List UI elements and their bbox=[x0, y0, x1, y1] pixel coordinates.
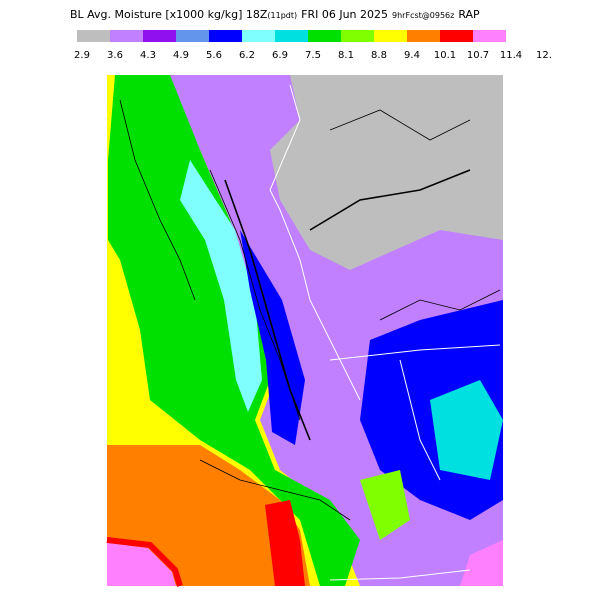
contour bbox=[119, 99, 196, 301]
legend-label: 11.4 bbox=[500, 50, 522, 61]
state-border bbox=[399, 359, 441, 481]
legend-swatch bbox=[209, 30, 242, 42]
region-cyan bbox=[180, 160, 262, 412]
legend-swatch bbox=[407, 30, 440, 42]
legend-label: 6.9 bbox=[272, 50, 288, 61]
region-cyan-se bbox=[430, 380, 503, 480]
legend-label: 8.1 bbox=[338, 50, 354, 61]
contour bbox=[199, 459, 351, 521]
map bbox=[106, 75, 503, 587]
legend-swatch bbox=[473, 30, 506, 42]
legend-label: 4.9 bbox=[173, 50, 189, 61]
legend-swatch bbox=[110, 30, 143, 42]
title: BL Avg. Moisture [x1000 kg/kg] 18Z(11pdt… bbox=[70, 8, 480, 21]
title-main: BL Avg. Moisture [x1000 kg/kg] 18Z bbox=[70, 8, 268, 21]
date: FRI 06 Jun 2025 bbox=[301, 8, 388, 21]
legend-swatch bbox=[143, 30, 176, 42]
contour bbox=[379, 289, 501, 321]
region-blue-strip bbox=[240, 230, 305, 445]
local-time: (11pdt) bbox=[267, 11, 297, 20]
legend-swatch bbox=[242, 30, 275, 42]
legend-swatch bbox=[176, 30, 209, 42]
region-red bbox=[106, 537, 183, 587]
legend-label: 9.4 bbox=[404, 50, 420, 61]
legend-label: 10.1 bbox=[434, 50, 456, 61]
state-border bbox=[329, 344, 501, 361]
region-pink-se bbox=[460, 540, 503, 586]
contour bbox=[309, 169, 471, 231]
legend-swatch bbox=[275, 30, 308, 42]
region-lightgreen bbox=[360, 470, 410, 540]
legend-swatch bbox=[440, 30, 473, 42]
legend-label: 4.3 bbox=[140, 50, 156, 61]
forecast: 9hrFcst@0956z bbox=[392, 11, 454, 20]
state-border bbox=[329, 569, 471, 581]
legend-swatch bbox=[341, 30, 374, 42]
legend-label: 2.9 bbox=[74, 50, 90, 61]
legend-label: 6.2 bbox=[239, 50, 255, 61]
model: RAP bbox=[458, 8, 480, 21]
legend-label: 5.6 bbox=[206, 50, 222, 61]
contour bbox=[224, 179, 311, 441]
legend-label: 3.6 bbox=[107, 50, 123, 61]
legend-swatch bbox=[77, 30, 110, 42]
legend-label: 7.5 bbox=[305, 50, 321, 61]
legend: 2.9 3.6 4.3 4.9 5.6 6.2 6.9 7.5 8.1 8.8 9.4 10.1 10.… bbox=[74, 30, 552, 61]
region-red-2 bbox=[265, 500, 305, 586]
legend-label: 10.7 bbox=[467, 50, 489, 61]
legend-label: 8.8 bbox=[371, 50, 387, 61]
legend-label: 12. bbox=[536, 50, 552, 61]
state-border bbox=[269, 84, 361, 401]
legend-swatch bbox=[374, 30, 407, 42]
region-gray bbox=[270, 75, 503, 270]
region-pink bbox=[107, 543, 176, 586]
legend-swatch bbox=[308, 30, 341, 42]
contour bbox=[329, 109, 471, 141]
